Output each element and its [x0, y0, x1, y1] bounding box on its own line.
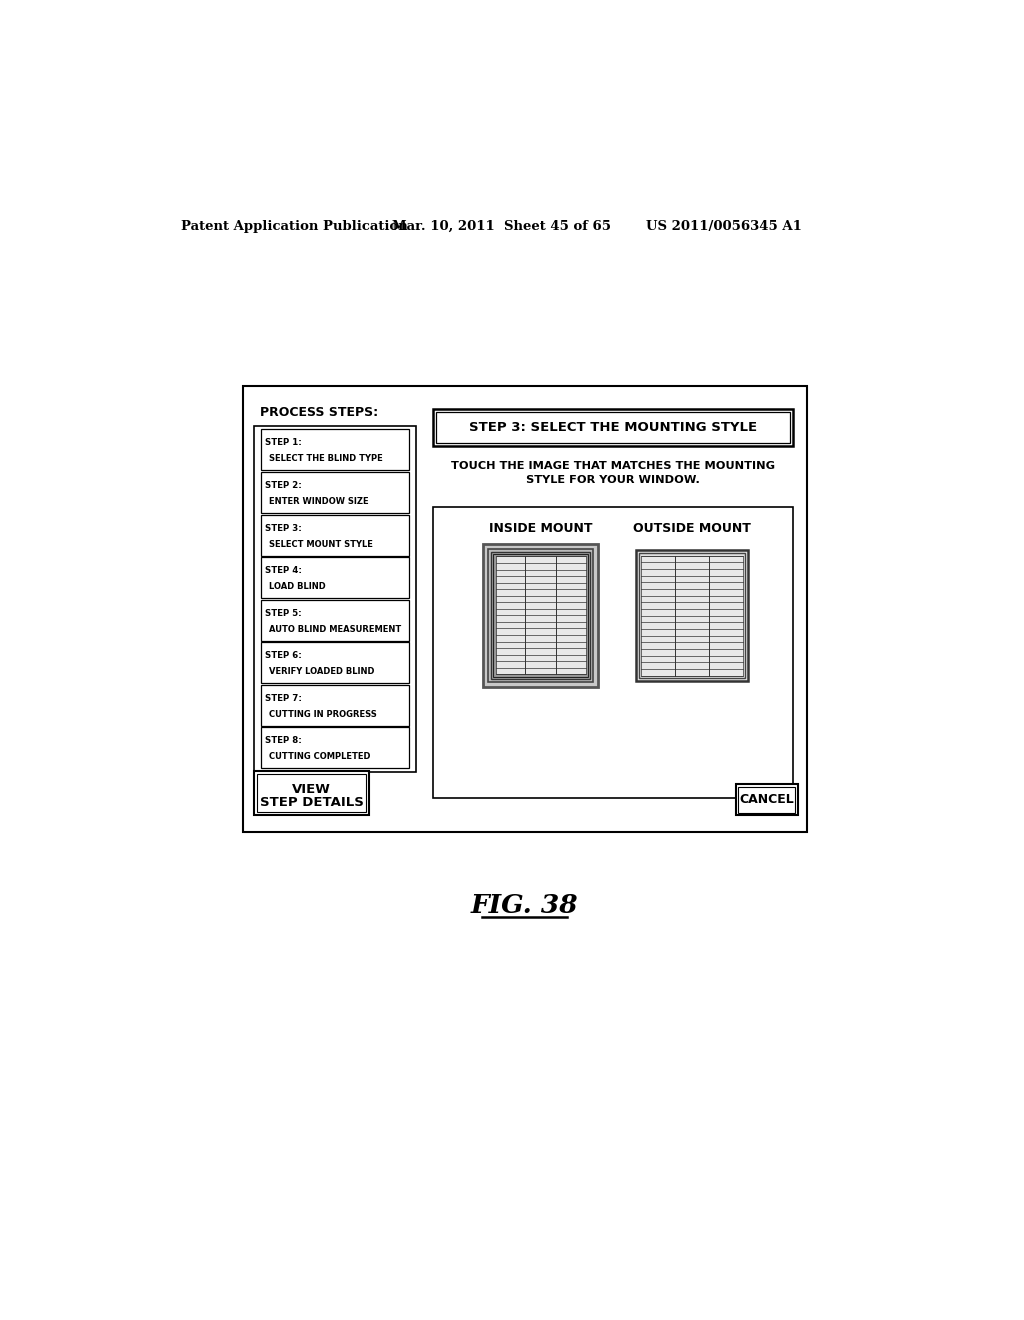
Bar — [254, 425, 417, 772]
Bar — [636, 550, 749, 681]
Bar — [261, 515, 409, 556]
Bar — [639, 553, 745, 678]
Text: STEP 5:: STEP 5: — [265, 609, 302, 618]
Text: INSIDE MOUNT: INSIDE MOUNT — [488, 523, 593, 536]
Bar — [641, 556, 742, 676]
Text: STEP DETAILS: STEP DETAILS — [260, 796, 364, 809]
Text: SELECT THE BLIND TYPE: SELECT THE BLIND TYPE — [269, 454, 383, 463]
Text: PROCESS STEPS:: PROCESS STEPS: — [260, 407, 378, 418]
Text: STEP 8:: STEP 8: — [265, 737, 302, 746]
Bar — [261, 685, 409, 726]
Text: Patent Application Publication: Patent Application Publication — [180, 219, 408, 232]
Bar — [494, 554, 588, 677]
Text: STEP 3:: STEP 3: — [265, 524, 302, 532]
Text: STEP 7:: STEP 7: — [265, 694, 302, 702]
Text: OUTSIDE MOUNT: OUTSIDE MOUNT — [633, 523, 751, 536]
Text: LOAD BLIND: LOAD BLIND — [269, 582, 326, 591]
Bar — [432, 507, 793, 797]
Bar — [261, 599, 409, 640]
Text: STEP 2:: STEP 2: — [265, 480, 302, 490]
Text: ENTER WINDOW SIZE: ENTER WINDOW SIZE — [269, 498, 369, 506]
Text: STEP 1:: STEP 1: — [265, 438, 302, 447]
Bar — [435, 412, 790, 442]
Text: STEP 3: SELECT THE MOUNTING STYLE: STEP 3: SELECT THE MOUNTING STYLE — [469, 421, 757, 434]
Text: CUTTING IN PROGRESS: CUTTING IN PROGRESS — [269, 710, 377, 718]
Bar — [257, 774, 366, 812]
Text: TOUCH THE IMAGE THAT MATCHES THE MOUNTING
STYLE FOR YOUR WINDOW.: TOUCH THE IMAGE THAT MATCHES THE MOUNTIN… — [451, 461, 775, 484]
Bar — [261, 727, 409, 768]
Text: AUTO BLIND MEASUREMENT: AUTO BLIND MEASUREMENT — [269, 624, 401, 634]
Bar — [261, 557, 409, 598]
Text: SELECT MOUNT STYLE: SELECT MOUNT STYLE — [269, 540, 373, 549]
Bar — [261, 473, 409, 513]
Text: VERIFY LOADED BLIND: VERIFY LOADED BLIND — [269, 667, 375, 676]
Bar — [261, 429, 409, 470]
Bar — [488, 549, 593, 682]
Text: Mar. 10, 2011  Sheet 45 of 65: Mar. 10, 2011 Sheet 45 of 65 — [391, 219, 610, 232]
Bar — [483, 544, 598, 686]
Bar — [261, 642, 409, 684]
Text: CUTTING COMPLETED: CUTTING COMPLETED — [269, 752, 371, 762]
Bar — [735, 784, 798, 816]
Text: STEP 6:: STEP 6: — [265, 651, 302, 660]
Text: STEP 4:: STEP 4: — [265, 566, 302, 576]
Bar — [496, 557, 586, 675]
Bar — [492, 552, 590, 678]
Bar — [254, 771, 369, 816]
Bar — [738, 787, 796, 813]
Bar — [432, 409, 793, 446]
Text: FIG. 38: FIG. 38 — [471, 892, 579, 917]
Text: CANCEL: CANCEL — [739, 793, 794, 807]
Bar — [243, 385, 807, 832]
Text: US 2011/0056345 A1: US 2011/0056345 A1 — [646, 219, 802, 232]
Text: VIEW: VIEW — [292, 783, 331, 796]
